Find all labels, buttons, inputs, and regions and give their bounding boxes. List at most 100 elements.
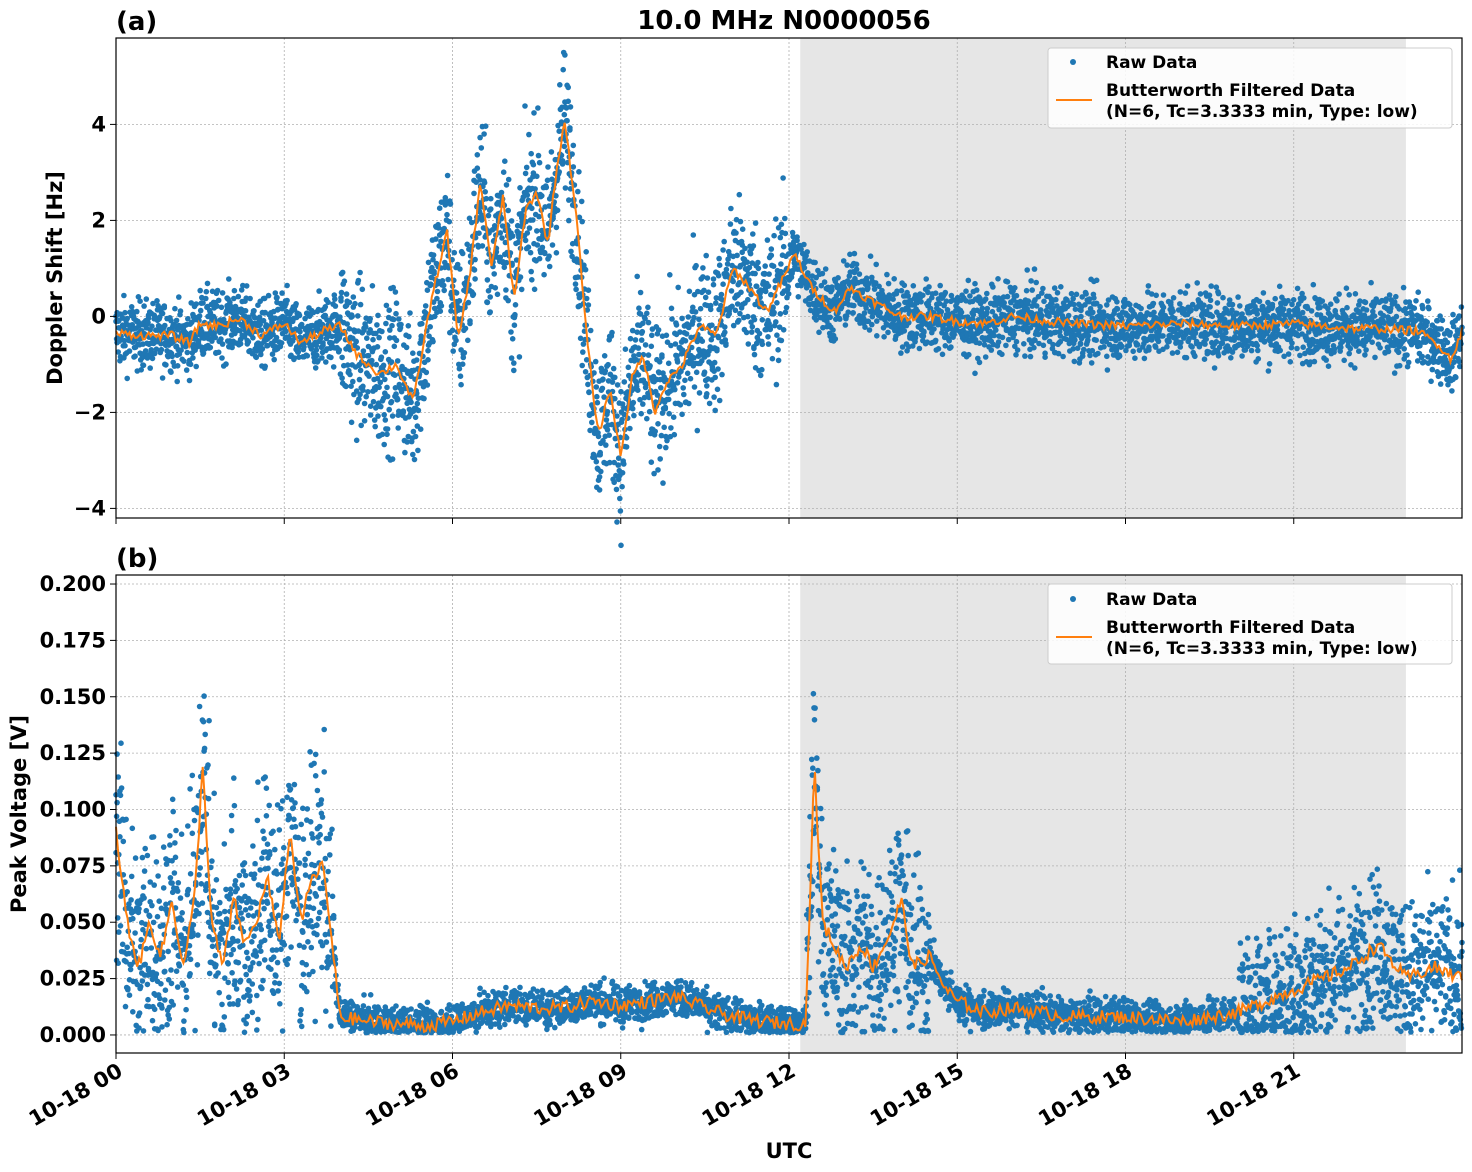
raw-data-point <box>251 308 257 314</box>
raw-data-point <box>1003 342 1009 349</box>
raw-data-point <box>183 367 190 373</box>
raw-data-point <box>196 313 203 319</box>
raw-data-point <box>842 322 849 328</box>
raw-data-point <box>1323 357 1329 363</box>
raw-data-point <box>126 992 133 998</box>
raw-data-point <box>197 307 204 314</box>
raw-data-point <box>605 361 611 368</box>
raw-data-point <box>665 396 672 403</box>
raw-data-point <box>690 232 697 238</box>
raw-data-point <box>436 243 443 249</box>
raw-data-point <box>595 433 602 440</box>
raw-data-point <box>126 348 133 354</box>
raw-data-point <box>400 408 407 414</box>
raw-data-point <box>1310 281 1317 288</box>
raw-data-point <box>190 355 196 361</box>
raw-data-point <box>386 406 393 413</box>
raw-data-point <box>408 399 414 406</box>
raw-data-point <box>1078 313 1084 320</box>
raw-data-point <box>1068 290 1075 297</box>
raw-data-point <box>347 347 353 353</box>
raw-data-point <box>730 278 736 285</box>
raw-data-point <box>1269 304 1276 310</box>
raw-data-point <box>1260 290 1267 296</box>
raw-data-point <box>536 159 543 166</box>
raw-data-point <box>390 316 397 323</box>
raw-data-point <box>1145 283 1152 289</box>
raw-data-point <box>313 342 320 349</box>
raw-data-point <box>749 323 756 330</box>
raw-data-point <box>993 327 999 333</box>
raw-data-point <box>1404 352 1410 358</box>
raw-data-point <box>701 369 708 376</box>
raw-data-point <box>744 259 750 266</box>
raw-data-point <box>822 266 829 272</box>
raw-data-point <box>136 1010 143 1016</box>
raw-data-point <box>1248 347 1255 354</box>
raw-data-point <box>874 318 880 324</box>
raw-data-point <box>1362 352 1368 358</box>
raw-data-point <box>606 432 612 439</box>
raw-data-point <box>408 373 414 380</box>
raw-data-point <box>350 378 356 385</box>
raw-data-point <box>780 175 786 181</box>
raw-data-point <box>750 231 756 237</box>
raw-data-point <box>1234 310 1240 317</box>
raw-data-point <box>672 386 678 393</box>
raw-data-point <box>329 340 335 346</box>
raw-data-point <box>745 296 751 303</box>
raw-data-point <box>830 327 836 333</box>
raw-data-point <box>1334 298 1340 304</box>
raw-data-point <box>1346 350 1352 357</box>
raw-data-point <box>1012 285 1018 291</box>
raw-data-point <box>598 468 604 475</box>
raw-data-point <box>431 313 438 320</box>
raw-data-point <box>910 283 917 289</box>
raw-data-point <box>1040 342 1047 349</box>
raw-data-point <box>140 884 147 890</box>
raw-data-point <box>739 226 746 232</box>
raw-data-point <box>459 250 466 257</box>
raw-data-point <box>492 285 499 291</box>
raw-data-point <box>387 327 393 333</box>
raw-data-point <box>124 315 130 322</box>
raw-data-point <box>681 391 687 398</box>
raw-data-point <box>1188 307 1194 314</box>
raw-data-point <box>618 388 624 395</box>
raw-data-point <box>635 345 642 351</box>
raw-data-point <box>487 309 494 315</box>
raw-data-point <box>357 301 364 308</box>
raw-data-point <box>458 381 464 388</box>
raw-data-point <box>932 290 939 297</box>
raw-data-point <box>134 308 140 315</box>
raw-data-point <box>627 335 634 342</box>
raw-data-point <box>382 349 389 355</box>
raw-data-point <box>398 388 405 395</box>
raw-data-point <box>1369 339 1375 346</box>
raw-data-point <box>316 288 322 294</box>
raw-data-point <box>484 277 491 283</box>
raw-data-point <box>1132 355 1138 362</box>
raw-data-point <box>231 287 238 294</box>
raw-data-point <box>785 291 792 297</box>
raw-data-point <box>1300 344 1306 351</box>
raw-data-point <box>596 487 603 493</box>
raw-data-point <box>346 326 353 332</box>
raw-data-point <box>312 365 319 371</box>
raw-data-point <box>1071 358 1078 365</box>
raw-data-point <box>470 291 477 298</box>
raw-data-point <box>376 384 382 391</box>
raw-data-point <box>500 169 507 175</box>
raw-data-point <box>661 424 667 431</box>
raw-data-point <box>596 474 603 480</box>
raw-data-point <box>976 340 983 347</box>
raw-data-point <box>1419 305 1426 312</box>
raw-data-point <box>508 355 515 361</box>
raw-data-point <box>531 286 538 293</box>
raw-data-point <box>522 170 529 177</box>
raw-data-point <box>963 288 969 295</box>
raw-data-point <box>357 367 364 374</box>
raw-data-point <box>148 945 155 951</box>
